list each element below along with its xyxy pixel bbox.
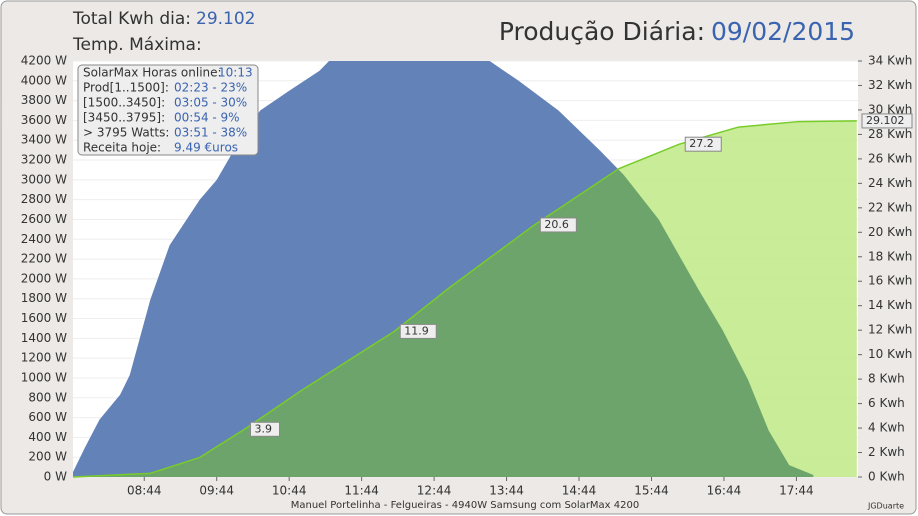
y-tick-label: 3200 W — [21, 153, 67, 167]
temp-label: Temp. Máxima: — [72, 35, 202, 55]
credit: JGDuarte — [867, 502, 904, 511]
y-tick-label: 200 W — [28, 450, 67, 464]
y-tick-label: 1200 W — [21, 351, 67, 365]
y2-tick-label: 8 Kwh — [868, 372, 905, 386]
value-label-box — [399, 323, 437, 339]
x-tick-label: 17:44 — [779, 484, 814, 498]
value-label: 29.102 — [866, 114, 905, 127]
y2-tick-label: 12 Kwh — [868, 323, 912, 337]
value-label: 27.2 — [689, 137, 714, 150]
y-tick-label: 3400 W — [21, 133, 67, 147]
y-tick-label: 4000 W — [21, 73, 67, 87]
y2-tick-label: 6 Kwh — [868, 396, 905, 410]
info-value: 10:13 — [218, 66, 253, 80]
y-tick-label: 2000 W — [21, 271, 67, 285]
y-tick-label: 400 W — [28, 430, 67, 444]
y-tick-label: 1600 W — [21, 311, 67, 325]
x-tick-label: 08:44 — [127, 484, 162, 498]
y-tick-label: 2400 W — [21, 232, 67, 246]
info-value: 02:23 - 23% — [174, 81, 247, 95]
y2-tick-label: 10 Kwh — [868, 347, 912, 361]
info-label: > 3795 Watts: — [83, 126, 169, 140]
info-label: SolarMax Horas online: — [83, 66, 222, 80]
x-tick-label: 13:44 — [489, 484, 524, 498]
info-label: Receita hoje: — [83, 141, 161, 155]
y-tick-label: 1000 W — [21, 370, 67, 384]
value-label: 3.9 — [254, 422, 272, 435]
y-tick-label: 800 W — [28, 390, 67, 404]
info-label: Prod[1..1500]: — [83, 81, 169, 95]
y2-tick-label: 28 Kwh — [868, 127, 912, 141]
y-tick-label: 1400 W — [21, 331, 67, 345]
y2-tick-label: 22 Kwh — [868, 200, 912, 214]
x-tick-label: 11:44 — [344, 484, 379, 498]
info-label: [1500..3450]: — [83, 96, 165, 110]
y-tick-label: 3800 W — [21, 93, 67, 107]
energy-line — [72, 120, 857, 478]
value-label: 11.9 — [404, 324, 429, 337]
date: 09/02/2015 — [711, 17, 855, 46]
total-value: 29.102 — [196, 9, 255, 29]
y-tick-label: 4200 W — [21, 54, 67, 68]
x-tick-label: 09:44 — [199, 484, 234, 498]
y-tick-label: 1800 W — [21, 291, 67, 305]
x-tick-label: 10:44 — [272, 484, 307, 498]
info-value: 03:05 - 30% — [174, 96, 247, 110]
value-label: 20.6 — [544, 218, 569, 231]
y-tick-label: 2200 W — [21, 252, 67, 266]
y-tick-label: 2800 W — [21, 192, 67, 206]
y2-tick-label: 30 Kwh — [868, 102, 912, 116]
footer: Manuel Portelinha - Felgueiras - 4940W S… — [291, 500, 639, 511]
y-tick-label: 3000 W — [21, 172, 67, 186]
x-tick-label: 12:44 — [417, 484, 452, 498]
value-label-box — [861, 113, 913, 129]
info-value: 00:54 - 9% — [174, 111, 240, 125]
y2-tick-label: 20 Kwh — [868, 225, 912, 239]
y-tick-label: 600 W — [28, 410, 67, 424]
info-box — [77, 64, 259, 156]
y2-tick-label: 26 Kwh — [868, 151, 912, 165]
y2-tick-label: 0 Kwh — [868, 470, 905, 484]
y-tick-label: 2600 W — [21, 212, 67, 226]
y2-tick-label: 2 Kwh — [868, 445, 905, 459]
y-tick-label: 3600 W — [21, 113, 67, 127]
y-tick-label: 0 W — [44, 470, 67, 484]
info-value: 9.49 €uros — [174, 141, 238, 155]
y2-tick-label: 34 Kwh — [868, 54, 912, 68]
y2-tick-label: 14 Kwh — [868, 298, 912, 312]
info-label: [3450..3795]: — [83, 111, 165, 125]
value-label-box — [249, 421, 280, 437]
x-tick-label: 14:44 — [562, 484, 597, 498]
x-tick-label: 15:44 — [634, 484, 669, 498]
y2-tick-label: 32 Kwh — [868, 78, 912, 92]
title: Produção Diária: — [499, 17, 705, 46]
info-value: 03:51 - 38% — [174, 126, 247, 140]
value-label-box — [539, 217, 577, 233]
y2-tick-label: 4 Kwh — [868, 421, 905, 435]
total-label: Total Kwh dia: — [72, 9, 191, 29]
y2-tick-label: 24 Kwh — [868, 176, 912, 190]
x-tick-label: 16:44 — [707, 484, 742, 498]
y2-tick-label: 18 Kwh — [868, 249, 912, 263]
y2-tick-label: 16 Kwh — [868, 274, 912, 288]
value-label-box — [684, 136, 722, 152]
